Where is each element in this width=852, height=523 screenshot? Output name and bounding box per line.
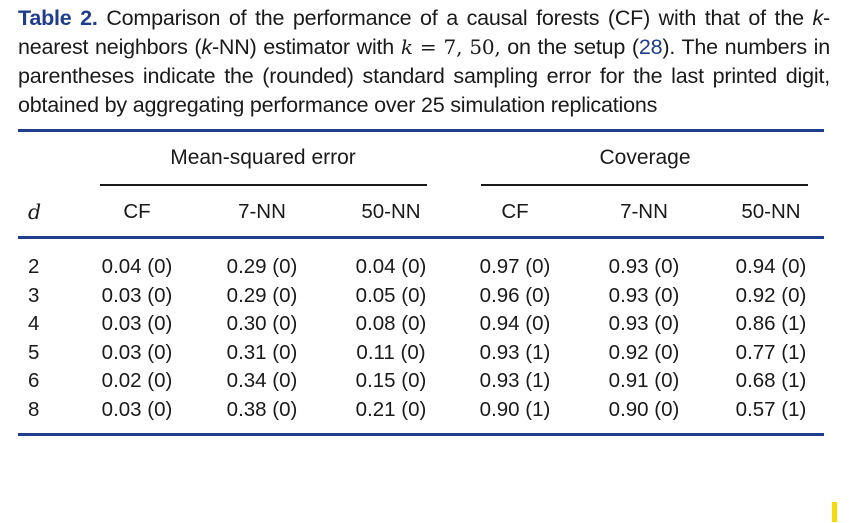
cell-50nn-coverage: 0.94 (0) bbox=[735, 255, 807, 278]
cell-50nn-mse: 0.04 (0) bbox=[355, 255, 427, 278]
caption-text: -NN) estimator with bbox=[211, 35, 401, 59]
cell-7nn-mse: 0.31 (0) bbox=[226, 340, 298, 364]
cell-7nn-mse: 0.29 (0) bbox=[226, 283, 298, 307]
table-row: 8 0.03 (0) 0.38 (0) 0.21 (0) 0.90 (1) 0.90 (0… bbox=[0, 398, 852, 426]
cell-50nn-coverage: 0.92 (0) bbox=[735, 283, 807, 307]
cell-cf-coverage: 0.93 (1) bbox=[479, 340, 551, 364]
column-header-cf-mse: CF bbox=[123, 200, 151, 223]
table-row: 6 0.02 (0) 0.34 (0) 0.15 (0) 0.93 (1) 0.91 (0… bbox=[0, 369, 852, 397]
cell-7nn-coverage: 0.92 (0) bbox=[608, 340, 680, 364]
table-row: 3 0.03 (0) 0.29 (0) 0.05 (0) 0.96 (0) 0.93 (0… bbox=[0, 284, 852, 312]
cell-cf-mse: 0.02 (0) bbox=[101, 369, 173, 393]
table-row: 4 0.03 (0) 0.30 (0) 0.08 (0) 0.94 (0) 0.93 (0… bbox=[0, 312, 852, 340]
cell-50nn-mse: 0.21 (0) bbox=[355, 398, 427, 421]
group-header-coverage: Coverage bbox=[599, 146, 691, 169]
cell-7nn-coverage: 0.90 (0) bbox=[608, 398, 680, 421]
column-header-row: d CF 7-NN 50-NN CF 7-NN 50-NN bbox=[0, 200, 852, 228]
column-header-7nn-coverage: 7-NN bbox=[620, 200, 668, 223]
cell-cf-mse: 0.03 (0) bbox=[101, 283, 173, 307]
cell-7nn-mse: 0.38 (0) bbox=[226, 398, 298, 421]
cell-50nn-mse: 0.08 (0) bbox=[355, 312, 427, 336]
cell-7nn-mse: 0.30 (0) bbox=[226, 312, 298, 336]
cell-7nn-coverage: 0.91 (0) bbox=[608, 369, 680, 393]
cell-cf-coverage: 0.97 (0) bbox=[479, 255, 551, 278]
group-rule-mse bbox=[100, 184, 427, 186]
cell-cf-coverage: 0.93 (1) bbox=[479, 369, 551, 393]
reference-link[interactable]: 28 bbox=[638, 35, 663, 59]
column-header-50nn-coverage: 50-NN bbox=[741, 200, 801, 223]
row-d-value: 8 bbox=[28, 398, 40, 421]
caption-text: ). The numbers in parentheses indicate t… bbox=[18, 35, 831, 117]
cell-50nn-mse: 0.05 (0) bbox=[355, 283, 427, 307]
cell-cf-mse: 0.03 (0) bbox=[101, 398, 173, 421]
cell-cf-mse: 0.03 (0) bbox=[101, 340, 173, 364]
cell-cf-mse: 0.04 (0) bbox=[101, 255, 173, 278]
cell-cf-coverage: 0.90 (1) bbox=[479, 398, 551, 421]
cell-50nn-coverage: 0.57 (1) bbox=[735, 398, 807, 421]
cell-7nn-coverage: 0.93 (0) bbox=[608, 312, 680, 336]
cell-7nn-coverage: 0.93 (0) bbox=[608, 255, 680, 278]
row-d-value: 5 bbox=[28, 340, 40, 364]
table-row: 5 0.03 (0) 0.31 (0) 0.11 (0) 0.93 (1) 0.92 (0… bbox=[0, 341, 852, 369]
caption-text: -nearest neighbors ( bbox=[18, 6, 830, 59]
highlight-marker bbox=[832, 502, 837, 522]
column-header-cf-coverage: CF bbox=[501, 200, 529, 223]
cell-50nn-coverage: 0.86 (1) bbox=[735, 312, 807, 336]
group-rule-coverage bbox=[481, 184, 808, 186]
row-d-value: 2 bbox=[28, 255, 40, 278]
group-header-mse: Mean-squared error bbox=[170, 146, 356, 169]
cell-50nn-coverage: 0.68 (1) bbox=[735, 369, 807, 393]
table-caption: Table 2. Comparison of the performance o… bbox=[18, 4, 830, 120]
cell-7nn-mse: 0.29 (0) bbox=[226, 255, 298, 278]
column-header-50nn-mse: 50-NN bbox=[361, 200, 421, 223]
cell-cf-coverage: 0.96 (0) bbox=[479, 283, 551, 307]
cell-7nn-mse: 0.34 (0) bbox=[226, 369, 298, 393]
column-header-7nn-mse: 7-NN bbox=[238, 200, 286, 223]
cell-50nn-mse: 0.11 (0) bbox=[356, 340, 426, 364]
row-d-value: 4 bbox=[28, 312, 40, 336]
cell-50nn-coverage: 0.77 (1) bbox=[735, 340, 807, 364]
column-header-d: d bbox=[28, 200, 42, 224]
cell-cf-coverage: 0.94 (0) bbox=[479, 312, 551, 336]
row-d-value: 3 bbox=[28, 283, 40, 307]
top-rule bbox=[18, 129, 824, 132]
cell-50nn-mse: 0.15 (0) bbox=[355, 369, 427, 393]
cell-cf-mse: 0.03 (0) bbox=[101, 312, 173, 336]
row-d-value: 6 bbox=[28, 369, 40, 393]
caption-text: on the setup ( bbox=[500, 35, 639, 59]
caption-math: = 7, 50, bbox=[412, 35, 501, 59]
header-rule bbox=[18, 236, 824, 239]
bottom-rule bbox=[18, 433, 824, 436]
caption-k-symbol: k bbox=[400, 35, 413, 59]
caption-k-symbol: k bbox=[812, 6, 824, 30]
cell-7nn-coverage: 0.93 (0) bbox=[608, 283, 680, 307]
caption-text: Comparison of the performance of a causa… bbox=[97, 6, 813, 30]
table-label: Table 2. bbox=[18, 6, 98, 30]
table-row: 2 0.04 (0) 0.29 (0) 0.04 (0) 0.97 (0) 0.93 (0… bbox=[0, 255, 852, 283]
caption-k-symbol: k bbox=[201, 35, 212, 59]
